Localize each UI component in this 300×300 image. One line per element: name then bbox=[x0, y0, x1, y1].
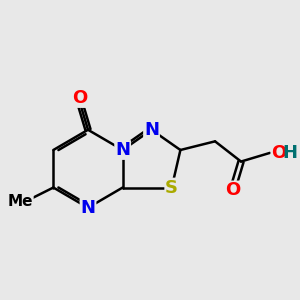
Text: N: N bbox=[80, 199, 95, 217]
Text: N: N bbox=[144, 121, 159, 139]
Text: O: O bbox=[225, 182, 240, 200]
Text: Me: Me bbox=[8, 194, 33, 209]
Text: H: H bbox=[282, 144, 297, 162]
Text: S: S bbox=[165, 178, 178, 196]
Text: N: N bbox=[115, 141, 130, 159]
Text: O: O bbox=[72, 89, 87, 107]
Text: O: O bbox=[272, 144, 286, 162]
